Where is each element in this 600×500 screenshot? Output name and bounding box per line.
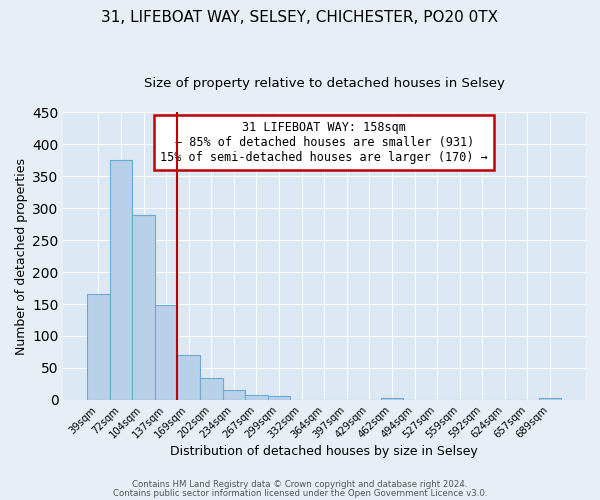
Bar — [223, 390, 245, 400]
Bar — [132, 214, 155, 400]
Text: Contains public sector information licensed under the Open Government Licence v3: Contains public sector information licen… — [113, 489, 487, 498]
Text: 31 LIFEBOAT WAY: 158sqm
← 85% of detached houses are smaller (931)
15% of semi-d: 31 LIFEBOAT WAY: 158sqm ← 85% of detache… — [160, 121, 488, 164]
X-axis label: Distribution of detached houses by size in Selsey: Distribution of detached houses by size … — [170, 444, 478, 458]
Text: 31, LIFEBOAT WAY, SELSEY, CHICHESTER, PO20 0TX: 31, LIFEBOAT WAY, SELSEY, CHICHESTER, PO… — [101, 10, 499, 25]
Bar — [87, 294, 110, 400]
Bar — [110, 160, 132, 400]
Text: Contains HM Land Registry data © Crown copyright and database right 2024.: Contains HM Land Registry data © Crown c… — [132, 480, 468, 489]
Bar — [200, 378, 223, 400]
Y-axis label: Number of detached properties: Number of detached properties — [15, 158, 28, 354]
Bar — [155, 306, 178, 400]
Title: Size of property relative to detached houses in Selsey: Size of property relative to detached ho… — [144, 78, 505, 90]
Bar — [539, 398, 561, 400]
Bar — [268, 396, 290, 400]
Bar — [245, 396, 268, 400]
Bar — [380, 398, 403, 400]
Bar — [178, 355, 200, 400]
